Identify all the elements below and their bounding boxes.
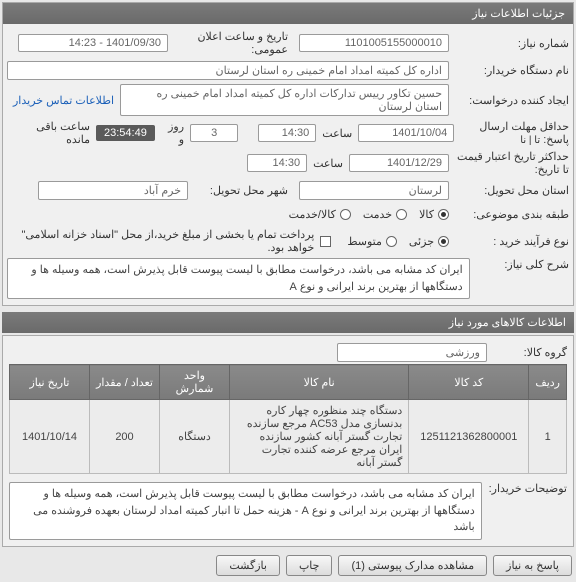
label-announce: تاریخ و ساعت اعلان عمومی: — [168, 30, 288, 56]
attachments-button[interactable]: مشاهده مدارک پیوستی (1) — [338, 555, 487, 576]
panel2-title: اطلاعات کالاهای مورد نیاز — [2, 312, 574, 333]
classification-radios: کالا خدمت کالا/خدمت — [289, 208, 449, 221]
label-buyer: نام دستگاه خریدار: — [449, 64, 569, 77]
label-province: استان محل تحویل: — [449, 184, 569, 197]
th-qty: تعداد / مقدار — [90, 365, 160, 400]
form-section: شماره نیاز: 1101005155000010 تاریخ و ساع… — [3, 24, 573, 305]
row-deadline: حداقل مهلت ارسال پاسخ: تا | نا 1401/10/0… — [7, 118, 569, 148]
th-code: کد کالا — [409, 365, 529, 400]
panel1-title: جزئیات اطلاعات نیاز — [3, 3, 573, 24]
value-deadline-date: 1401/10/04 — [358, 124, 454, 142]
th-name: نام کالا — [230, 365, 409, 400]
lbl-days: روز و — [155, 120, 190, 146]
radio-dot-goods — [438, 209, 449, 220]
cell-unit: دستگاه — [160, 400, 230, 474]
value-buyer: اداره کل کمیته امداد امام خمینی ره استان… — [7, 61, 449, 80]
process-note: پرداخت تمام یا بخشی از مبلغ خرید،از محل … — [7, 228, 320, 254]
cell-row: 1 — [529, 400, 567, 474]
lbl-time2: ساعت — [307, 157, 349, 170]
row-buyer-notes: توضیحات خریدار: ایران کد مشابه می باشد، … — [9, 480, 567, 542]
radio-dot-service — [396, 209, 407, 220]
label-process: نوع فرآیند خرید : — [449, 235, 569, 248]
value-validity-time: 14:30 — [247, 154, 307, 172]
radio-dot-medium — [386, 236, 397, 247]
row-classification: طبقه بندی موضوعی: کالا خدمت کالا/خدمت — [7, 202, 569, 226]
back-button[interactable]: بازگشت — [216, 555, 280, 576]
radio-dot-both — [340, 209, 351, 220]
label-description: شرح کلی نیاز: — [470, 258, 569, 271]
countdown-timer: 23:54:49 — [96, 125, 155, 141]
th-date: تاریخ نیاز — [10, 365, 90, 400]
label-classification: طبقه بندی موضوعی: — [449, 208, 569, 221]
value-city: خرم آباد — [38, 181, 188, 200]
radio-service[interactable]: خدمت — [363, 208, 407, 221]
label-need-no: شماره نیاز: — [449, 37, 569, 50]
goods-panel: گروه کالا: ورزشی ردیف کد کالا نام کالا و… — [2, 335, 574, 547]
value-description: ایران کد مشابه می باشد، درخواست مطابق با… — [7, 258, 470, 299]
checkbox-treasury[interactable] — [320, 236, 331, 247]
value-buyer-notes: ایران کد مشابه می باشد، درخواست مطابق با… — [9, 482, 482, 540]
label-validity: حداکثر تاریخ اعتبار قیمت تا تاریخ: — [449, 150, 569, 176]
lbl-remain: ساعت باقی مانده — [7, 120, 96, 146]
reply-button[interactable]: پاسخ به نیاز — [493, 555, 572, 576]
table-row[interactable]: 1 1251121362800001 دستگاه چند منظوره چها… — [10, 400, 567, 474]
row-need-no: شماره نیاز: 1101005155000010 تاریخ و ساع… — [7, 28, 569, 58]
label-creator: ایجاد کننده درخواست: — [449, 94, 569, 107]
action-buttons: پاسخ به نیاز مشاهده مدارک پیوستی (1) چاپ… — [0, 549, 576, 582]
row-buyer: نام دستگاه خریدار: اداره کل کمیته امداد … — [7, 58, 569, 82]
row-validity: حداکثر تاریخ اعتبار قیمت تا تاریخ: 1401/… — [7, 148, 569, 178]
row-description: شرح کلی نیاز: ایران کد مشابه می باشد، در… — [7, 256, 569, 301]
cell-date: 1401/10/14 — [10, 400, 90, 474]
label-buyer-notes: توضیحات خریدار: — [482, 482, 567, 495]
value-goods-group: ورزشی — [337, 343, 487, 362]
label-goods-group: گروه کالا: — [487, 346, 567, 359]
cell-qty: 200 — [90, 400, 160, 474]
radio-partial[interactable]: جزئی — [409, 235, 449, 248]
row-process: نوع فرآیند خرید : جزئی متوسط پرداخت تمام… — [7, 226, 569, 256]
link-buyer-contact[interactable]: اطلاعات تماس خریدار — [7, 94, 120, 107]
lbl-time1: ساعت — [316, 127, 358, 140]
radio-goods[interactable]: کالا — [419, 208, 449, 221]
value-deadline-time: 14:30 — [258, 124, 316, 142]
table-header-row: ردیف کد کالا نام کالا واحد شمارش تعداد /… — [10, 365, 567, 400]
cell-code: 1251121362800001 — [409, 400, 529, 474]
cell-name: دستگاه چند منظوره چهار کاره بدنسازی مدل … — [230, 400, 409, 474]
th-row: ردیف — [529, 365, 567, 400]
label-city: شهر محل تحویل: — [188, 184, 288, 197]
value-announce: 1401/09/30 - 14:23 — [18, 34, 168, 52]
row-location: استان محل تحویل: لرستان شهر محل تحویل: خ… — [7, 178, 569, 202]
row-goods-group: گروه کالا: ورزشی — [9, 340, 567, 364]
value-days: 3 — [190, 124, 238, 142]
th-unit: واحد شمارش — [160, 365, 230, 400]
radio-both[interactable]: کالا/خدمت — [289, 208, 351, 221]
value-creator: حسین تکاور رییس تدارکات اداره کل کمیته ا… — [120, 84, 449, 116]
deadline-yn: تا | نا — [520, 135, 540, 146]
process-radios: جزئی متوسط — [347, 235, 449, 248]
goods-table: ردیف کد کالا نام کالا واحد شمارش تعداد /… — [9, 364, 567, 474]
row-creator: ایجاد کننده درخواست: حسین تکاور رییس تدا… — [7, 82, 569, 118]
value-need-no: 1101005155000010 — [299, 34, 449, 52]
print-button[interactable]: چاپ — [286, 555, 333, 576]
label-deadline: حداقل مهلت ارسال پاسخ: تا | نا — [454, 120, 569, 146]
radio-dot-partial — [438, 236, 449, 247]
radio-medium[interactable]: متوسط — [347, 235, 397, 248]
value-province: لرستان — [299, 181, 449, 200]
need-details-panel: جزئیات اطلاعات نیاز شماره نیاز: 11010051… — [2, 2, 574, 306]
value-validity-date: 1401/12/29 — [349, 154, 449, 172]
